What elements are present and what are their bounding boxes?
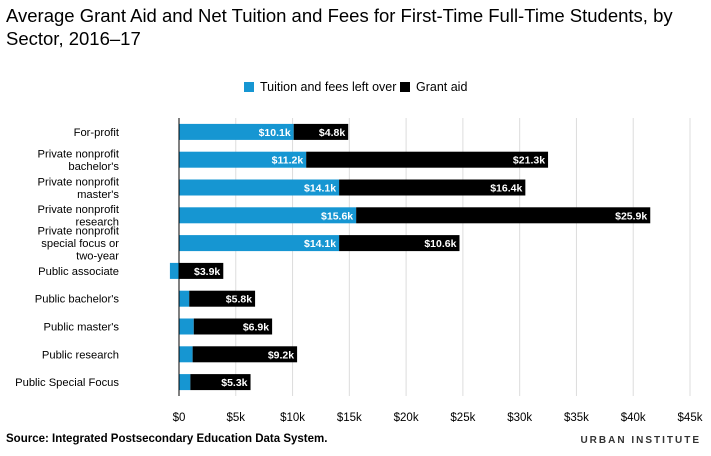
bar-tuition — [179, 207, 357, 224]
category-label-line: research — [75, 217, 119, 229]
bar-grant — [306, 151, 549, 168]
legend-item-grant: Grant aid — [400, 80, 467, 94]
bar-tuition — [179, 346, 193, 363]
category-label: Private nonprofit special focus or two-yea… — [38, 226, 120, 263]
category-label: Public bachelor's — [35, 294, 120, 306]
category-label-line: Public research — [42, 349, 119, 361]
bar-grant — [293, 123, 349, 140]
bar-tuition — [179, 179, 340, 196]
source-note: Source: Integrated Postsecondary Educati… — [6, 433, 328, 445]
bar-label-grant: $21.3k — [513, 155, 545, 167]
x-tick-label: $25k — [450, 412, 475, 424]
category-label-line: Private nonprofit — [38, 176, 120, 188]
x-tick-label: $30k — [507, 412, 532, 424]
category-label-line: Public associate — [38, 266, 119, 278]
legend: Tuition and fees left over Grant aid — [0, 80, 711, 98]
category-label: Public research — [42, 349, 119, 361]
category-label-line: Private nonprofit — [38, 204, 120, 216]
category-label: Private nonprofit bachelor's — [38, 148, 120, 173]
bar-tuition — [179, 235, 340, 252]
category-label: Private nonprofit research — [38, 204, 120, 229]
bar-label-grant: $4.8k — [319, 127, 345, 139]
bar-label-grant: $5.3k — [221, 377, 247, 389]
bar-label-grant: $5.8k — [226, 294, 252, 306]
bar-label-grant: $25.9k — [615, 210, 647, 222]
category-label-line: two-year — [76, 251, 119, 263]
category-label-line: Public Special Focus — [15, 377, 119, 389]
bar-tuition — [179, 374, 191, 391]
category-label: For-profit — [74, 127, 120, 139]
brand-logo: URBAN INSTITUTE — [580, 435, 701, 446]
category-label: Public associate — [38, 266, 119, 278]
category-label: Private nonprofit master's — [38, 176, 120, 201]
x-tick-label: $15k — [337, 412, 362, 424]
bar-grant — [193, 318, 273, 335]
bar-label-grant: $9.2k — [268, 349, 294, 361]
chart-title: Average Grant Aid and Net Tuition and Fe… — [6, 5, 673, 49]
legend-item-tuition: Tuition and fees left over — [244, 80, 396, 94]
x-tick-label: $40k — [621, 412, 646, 424]
bar-label-tuition: $15.6k — [321, 210, 353, 222]
category-label-line: Private nonprofit — [38, 148, 120, 160]
category-label-line: Public master's — [44, 322, 120, 334]
bar-tuition — [169, 262, 179, 279]
bar-grant — [339, 179, 526, 196]
bar-grant — [189, 290, 256, 307]
legend-swatch-tuition — [244, 82, 254, 92]
bar-label-grant: $16.4k — [490, 183, 522, 195]
bar-tuition — [179, 290, 190, 307]
category-label-line: Private nonprofit — [38, 226, 120, 238]
legend-label-tuition: Tuition and fees left over — [260, 80, 397, 94]
x-tick-label: $5k — [227, 412, 246, 424]
x-tick-label: $45k — [678, 412, 703, 424]
bar-tuition — [179, 318, 194, 335]
category-label-line: master's — [77, 189, 119, 201]
x-tick-label: $35k — [564, 412, 589, 424]
bar-label-grant: $10.6k — [424, 238, 456, 250]
category-label-line: bachelor's — [68, 161, 119, 173]
legend-swatch-grant — [400, 82, 410, 92]
legend-label-grant: Grant aid — [416, 80, 468, 94]
bar-label-grant: $6.9k — [243, 322, 269, 334]
bar-tuition — [179, 123, 294, 140]
bar-label-grant: $3.9k — [194, 266, 220, 278]
category-label: Public Special Focus — [15, 377, 119, 389]
bar-label-tuition: $10.1k — [259, 127, 291, 139]
category-label-line: Public bachelor's — [35, 294, 120, 306]
x-tick-label: $10k — [280, 412, 305, 424]
bar-label-tuition: $14.1k — [304, 238, 336, 250]
bar-grant — [192, 346, 298, 363]
bar-grant — [179, 262, 224, 279]
bar-grant — [339, 235, 460, 252]
category-label: Public master's — [44, 322, 120, 334]
x-tick-label: $0 — [173, 412, 186, 424]
bar-label-tuition: $14.1k — [304, 183, 336, 195]
bar-label-tuition: $11.2k — [272, 155, 304, 167]
x-tick-label: $20k — [394, 412, 419, 424]
bar-grant — [356, 207, 651, 224]
bar-grant — [190, 374, 251, 391]
bar-tuition — [179, 151, 307, 168]
category-label-line: special focus or — [41, 238, 119, 250]
category-label-line: For-profit — [74, 127, 120, 139]
